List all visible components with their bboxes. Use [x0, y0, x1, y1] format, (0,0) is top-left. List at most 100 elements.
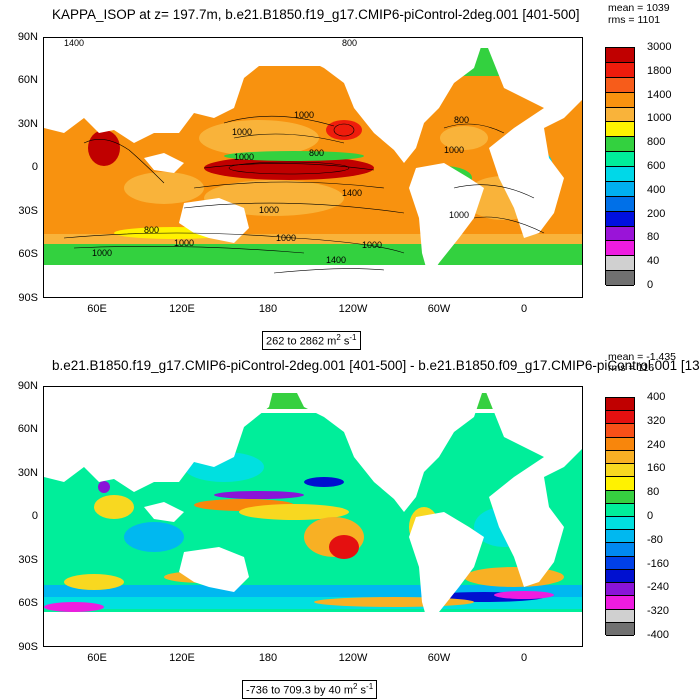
colorbar-swatch [606, 543, 634, 557]
colorbar-label: -80 [647, 533, 663, 546]
lon-label: 60E [87, 303, 107, 315]
contour-label: 1400 [326, 255, 346, 265]
colorbar-swatch [606, 48, 634, 63]
colorbar-swatch [606, 516, 634, 531]
colorbar-label: 0 [647, 279, 654, 291]
difference-map [44, 387, 582, 646]
panel-title: b.e21.B1850.f19_g17.CMIP6-piControl-2deg… [52, 358, 700, 373]
lat-label: 30N [17, 118, 38, 130]
stat-mean: mean = -1.435 [608, 351, 677, 363]
map-frame [43, 386, 583, 647]
colorbar-swatch [606, 181, 634, 197]
colorbar-swatch [606, 92, 634, 108]
contour-label: 800 [144, 225, 159, 235]
stat-rms: rms = 116 [608, 362, 655, 374]
colorbar-label: 80 [647, 231, 660, 244]
colorbar-label: 3000 [647, 41, 672, 53]
lon-label: 60W [427, 303, 451, 315]
colorbar-swatch [606, 211, 634, 227]
contour-label: 800 [454, 115, 469, 125]
colorbar-label: 240 [647, 438, 666, 451]
colorbar-swatch [606, 152, 634, 167]
lon-label: 180 [258, 652, 278, 664]
contour-label: 1400 [342, 188, 362, 198]
colorbar-swatch [606, 398, 634, 412]
colorbar-label: 800 [647, 136, 666, 149]
contour-label: 1000 [444, 145, 464, 155]
colorbar-swatch [606, 569, 634, 584]
colorbar-label: -400 [647, 629, 670, 641]
map-frame: 1400 800 1000 1000 1000 1400 1000 800 10… [43, 37, 583, 298]
contour-map: 1400 800 1000 1000 1000 1400 1000 800 10… [44, 38, 582, 297]
range-box: 262 to 2862 m2 s-1 [262, 331, 361, 350]
lat-label: 60S [18, 597, 38, 609]
lon-label: 120E [169, 652, 195, 664]
colorbar-swatch [606, 424, 634, 438]
colorbar-label: -240 [647, 581, 670, 594]
lon-label: 120E [169, 303, 195, 315]
lat-label: 30S [18, 205, 38, 217]
colorbar-label: 600 [647, 160, 666, 172]
lat-label: 60N [17, 74, 38, 86]
colorbar-swatch [606, 77, 634, 93]
colorbar-swatch [606, 137, 634, 153]
colorbar-swatch [606, 583, 634, 597]
colorbar-label: 80 [647, 486, 660, 499]
colorbar-swatch [606, 609, 634, 623]
stat-rms: rms = 1101 [608, 14, 661, 26]
lon-label: 120W [338, 303, 368, 315]
colorbar-label: 1400 [647, 88, 672, 101]
colorbar-label: -320 [647, 605, 670, 618]
colorbar-label: 40 [647, 255, 660, 268]
contour-label: 1000 [294, 110, 314, 120]
contour-label: 1000 [92, 248, 112, 258]
colorbar-label: -160 [647, 557, 670, 570]
colorbar [605, 47, 635, 286]
lon-label: 120W [338, 652, 368, 664]
colorbar-swatch [606, 256, 634, 272]
colorbar-label: 0 [647, 510, 654, 522]
colorbar-label: 400 [647, 391, 666, 403]
contour-label: 800 [342, 38, 357, 48]
range-box: -736 to 709.3 by 40 m2 s-1 [242, 680, 378, 699]
colorbar-swatch [606, 196, 634, 212]
colorbar-swatch [606, 503, 634, 517]
contour-label: 1000 [276, 233, 296, 243]
colorbar-swatch [606, 241, 634, 257]
contour-label: 800 [309, 148, 324, 158]
contour-label: 1000 [174, 238, 194, 248]
colorbar-label: 160 [647, 462, 666, 475]
colorbar-swatch [606, 530, 634, 544]
colorbar-swatch [606, 464, 634, 478]
lat-label: 0 [31, 510, 38, 522]
lon-label: 60E [87, 652, 107, 664]
colorbar-swatch [606, 411, 634, 425]
lat-label: 0 [31, 161, 38, 173]
lat-label: 30S [18, 554, 38, 566]
colorbar-swatch [606, 556, 634, 570]
lat-label: 90N [17, 31, 38, 43]
lon-label: 180 [258, 303, 278, 315]
contour-label: 1000 [232, 127, 252, 137]
contour-label: 1000 [449, 210, 469, 220]
colorbar-label: 1000 [647, 112, 672, 125]
lat-label: 60S [18, 248, 38, 260]
colorbar-swatch [606, 622, 634, 636]
colorbar-label: 200 [647, 207, 666, 220]
contour-label: 1000 [362, 240, 382, 250]
colorbar-swatch [606, 271, 634, 286]
contour-label: 1000 [234, 152, 254, 162]
lon-label: 0 [520, 652, 528, 664]
lon-label: 0 [520, 303, 528, 315]
lat-label: 60N [17, 423, 38, 435]
lat-label: 30N [17, 467, 38, 479]
panel-title: KAPPA_ISOP at z= 197.7m, b.e21.B1850.f19… [52, 7, 580, 22]
colorbar-swatch [606, 122, 634, 138]
colorbar-swatch [606, 450, 634, 465]
colorbar-swatch [606, 490, 634, 504]
contour-label: 1400 [64, 38, 84, 48]
colorbar-swatch [606, 437, 634, 451]
colorbar [605, 397, 635, 636]
colorbar-swatch [606, 226, 634, 242]
lat-label: 90S [18, 292, 38, 304]
